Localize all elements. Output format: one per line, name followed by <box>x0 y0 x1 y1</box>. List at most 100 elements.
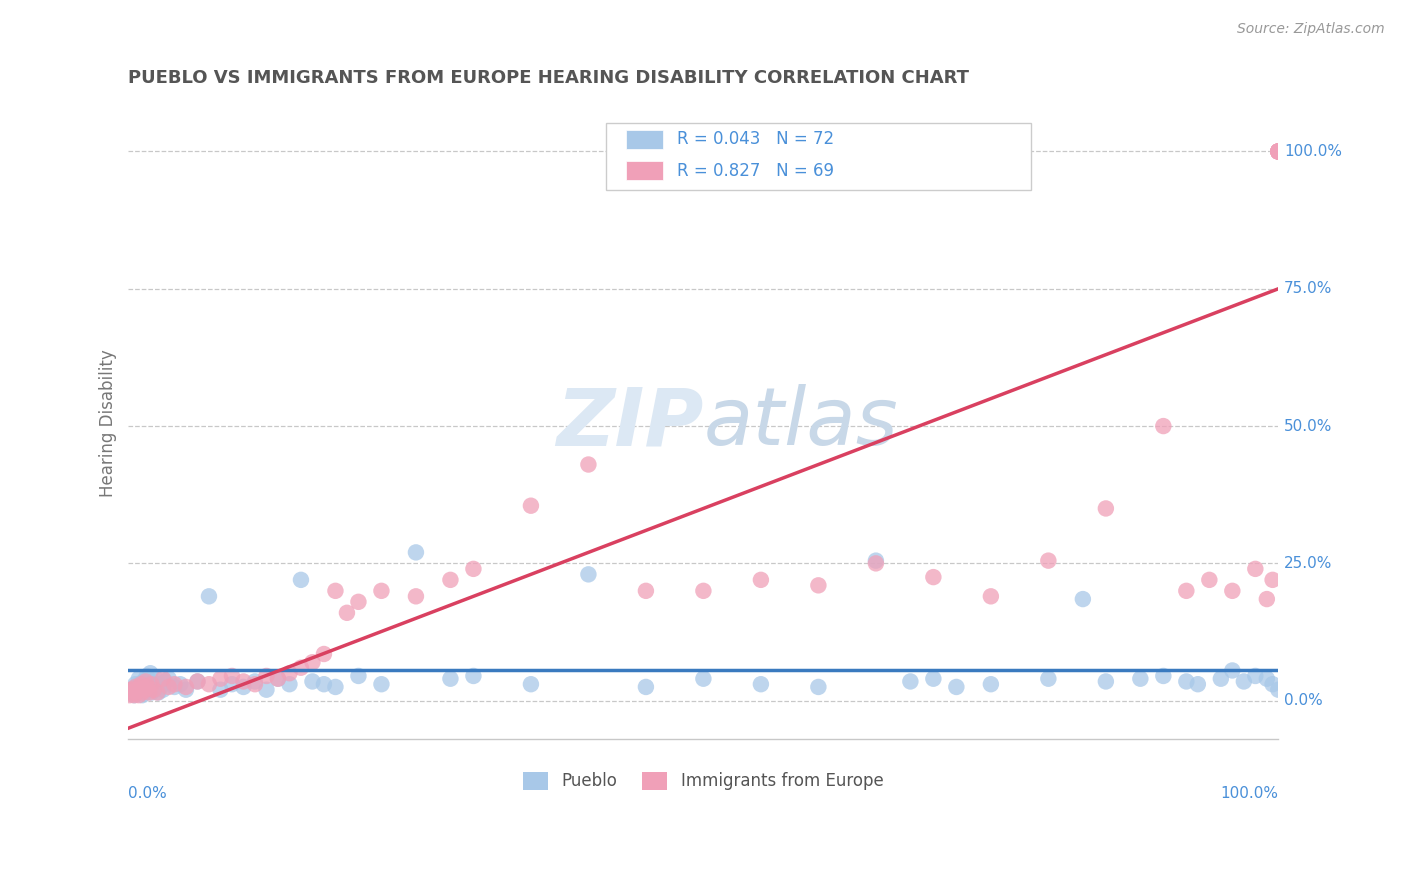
Point <box>405 590 427 604</box>
Point <box>520 677 543 691</box>
Point <box>141 677 163 691</box>
Point <box>301 674 323 689</box>
Text: 50.0%: 50.0% <box>1284 418 1333 434</box>
Point <box>186 674 208 689</box>
Text: R = 0.827   N = 69: R = 0.827 N = 69 <box>676 161 834 179</box>
Point <box>209 672 232 686</box>
Point <box>142 682 165 697</box>
Point <box>692 583 714 598</box>
Point <box>122 688 145 702</box>
Point <box>135 685 157 699</box>
Point <box>122 682 145 697</box>
Point <box>439 672 461 686</box>
Point <box>169 677 191 691</box>
Point <box>1244 562 1267 576</box>
Point <box>1267 145 1289 159</box>
Point <box>128 672 150 686</box>
Point <box>898 674 921 689</box>
Point <box>1267 145 1289 159</box>
Point <box>129 682 152 697</box>
Text: ZIP: ZIP <box>555 384 703 462</box>
Point <box>807 578 830 592</box>
Point <box>578 567 600 582</box>
Point <box>290 661 312 675</box>
Point <box>136 677 159 691</box>
Point <box>121 682 143 697</box>
Point <box>634 583 657 598</box>
Text: R = 0.043   N = 72: R = 0.043 N = 72 <box>676 130 834 148</box>
Point <box>1038 554 1060 568</box>
Point <box>146 685 169 699</box>
Point <box>312 647 335 661</box>
Point <box>124 680 146 694</box>
Point <box>157 680 180 694</box>
FancyBboxPatch shape <box>626 130 664 149</box>
Point <box>174 680 197 694</box>
Point <box>118 688 141 702</box>
Point <box>1175 583 1198 598</box>
Point <box>1267 145 1289 159</box>
Point <box>1095 501 1118 516</box>
Point <box>347 669 370 683</box>
Point <box>232 674 254 689</box>
Legend: Pueblo, Immigrants from Europe: Pueblo, Immigrants from Europe <box>516 765 890 797</box>
Point <box>221 669 243 683</box>
Point <box>865 554 887 568</box>
Point <box>131 688 153 702</box>
Text: 100.0%: 100.0% <box>1284 144 1343 159</box>
Text: 100.0%: 100.0% <box>1220 787 1278 802</box>
Point <box>325 680 347 694</box>
Point <box>129 677 152 691</box>
Point <box>129 677 152 691</box>
Point <box>1220 583 1243 598</box>
Point <box>267 672 290 686</box>
Point <box>370 677 392 691</box>
Point <box>980 677 1002 691</box>
Text: 25.0%: 25.0% <box>1284 556 1333 571</box>
Point <box>134 682 156 697</box>
Point <box>922 570 945 584</box>
Point <box>148 685 170 699</box>
Point <box>155 674 177 689</box>
Point <box>692 672 714 686</box>
Point <box>138 685 160 699</box>
Point <box>145 672 167 686</box>
Point <box>463 669 485 683</box>
Point <box>1267 145 1289 159</box>
Point <box>120 682 142 697</box>
Point <box>221 677 243 691</box>
Point <box>1038 672 1060 686</box>
Point <box>370 583 392 598</box>
Point <box>1233 674 1256 689</box>
Point <box>980 590 1002 604</box>
Point <box>174 682 197 697</box>
Point <box>520 499 543 513</box>
Point <box>1261 677 1284 691</box>
Text: atlas: atlas <box>703 384 898 462</box>
Point <box>128 688 150 702</box>
Point <box>336 606 359 620</box>
Point <box>232 680 254 694</box>
Point <box>325 583 347 598</box>
Point <box>807 680 830 694</box>
Point <box>163 680 186 694</box>
Point <box>163 677 186 691</box>
Point <box>1256 592 1278 607</box>
Point <box>1244 669 1267 683</box>
Point <box>312 677 335 691</box>
Point <box>157 672 180 686</box>
Text: Source: ZipAtlas.com: Source: ZipAtlas.com <box>1237 22 1385 37</box>
FancyBboxPatch shape <box>626 161 664 180</box>
Point <box>142 680 165 694</box>
Point <box>152 672 174 686</box>
Point <box>1256 672 1278 686</box>
Point <box>1220 664 1243 678</box>
Point <box>209 682 232 697</box>
Point <box>125 685 148 699</box>
Point <box>1071 592 1094 607</box>
Point <box>138 682 160 697</box>
Point <box>131 685 153 699</box>
Point <box>256 682 278 697</box>
Point <box>152 682 174 697</box>
Point <box>198 677 221 691</box>
